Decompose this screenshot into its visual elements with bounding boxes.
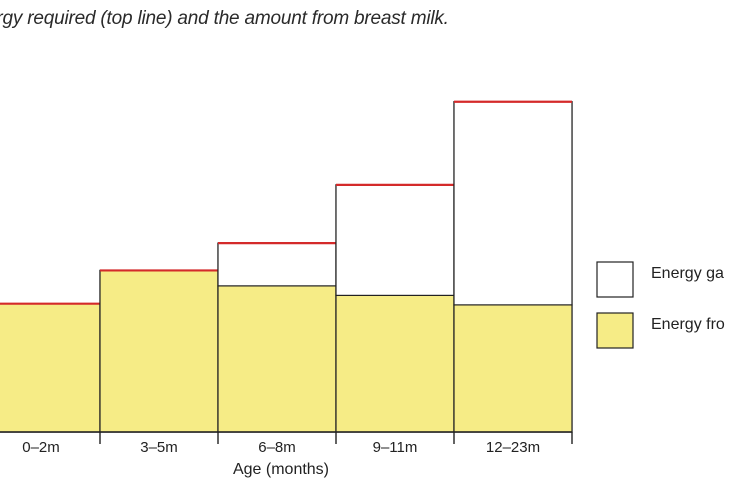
chart-caption: ergy required (top line) and the amount … xyxy=(0,8,449,29)
x-axis: 0–2m 3–5m 6–8m 9–11m 12–23m xyxy=(0,431,573,456)
legend-label-gap: Energy ga xyxy=(651,265,724,282)
x-tick-label-1: 3–5m xyxy=(140,439,178,456)
x-tick-label-4: 12–23m xyxy=(486,439,540,456)
x-tick-label-2: 6–8m xyxy=(258,439,296,456)
bars-layer xyxy=(0,100,573,433)
bar-breast-milk-3 xyxy=(335,294,455,433)
x-axis-title: Age (months) xyxy=(233,461,329,478)
x-tick-label-3: 9–11m xyxy=(373,439,418,456)
bar-breast-milk-2 xyxy=(217,285,337,433)
bar-breast-milk-1 xyxy=(99,269,219,433)
legend-label-breast_milk: Energy fro xyxy=(651,316,725,333)
bar-energy-gap-3 xyxy=(335,184,455,296)
legend-swatch-breast_milk xyxy=(596,312,634,349)
legend-swatch-gap xyxy=(596,261,634,298)
bar-energy-gap-2 xyxy=(217,242,337,287)
bar-energy-gap-4 xyxy=(453,101,573,306)
bar-breast-milk-4 xyxy=(453,304,573,433)
x-tick-label-0: 0–2m xyxy=(22,439,60,456)
legend: Energy ga Energy fro xyxy=(596,261,725,349)
bar-breast-milk-0 xyxy=(0,303,101,433)
